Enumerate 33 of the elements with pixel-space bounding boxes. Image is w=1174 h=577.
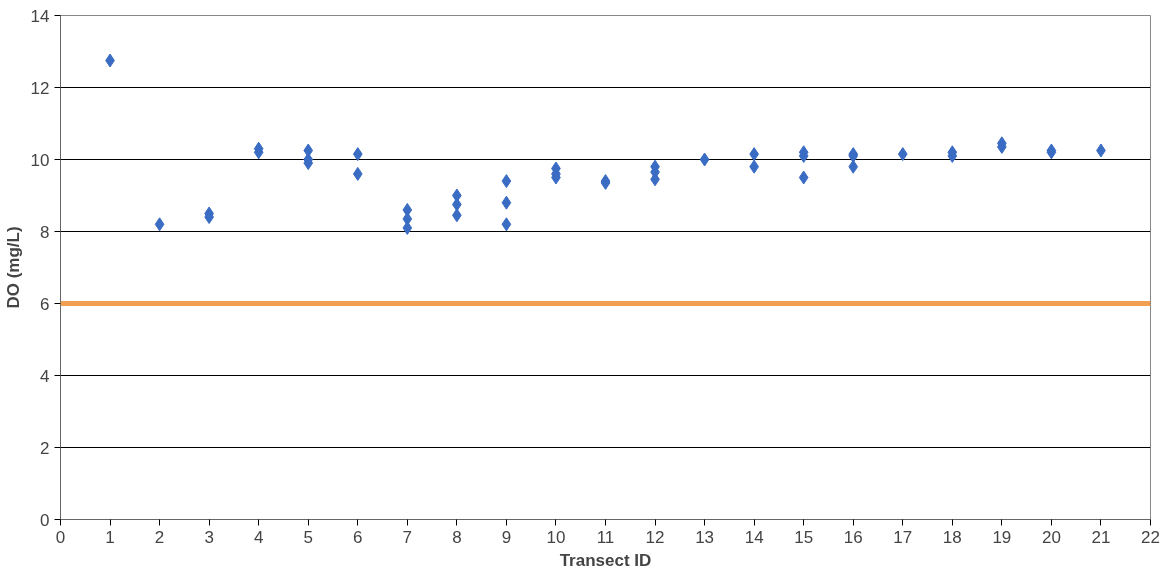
x-tick-label: 17 <box>893 527 913 547</box>
x-tick-label: 19 <box>992 527 1012 547</box>
x-tick-label: 10 <box>546 527 566 547</box>
y-tick-label: 8 <box>40 222 50 242</box>
x-tick-label: 14 <box>744 527 764 547</box>
y-tick-label: 2 <box>40 438 50 458</box>
y-tick-label: 12 <box>30 78 50 98</box>
y-tick-label: 4 <box>40 366 50 386</box>
x-tick-label: 3 <box>204 527 214 547</box>
y-tick-label: 0 <box>40 510 50 530</box>
x-tick-label: 8 <box>452 527 462 547</box>
x-tick-label: 2 <box>154 527 165 547</box>
y-axis-title: DO (mg/L) <box>3 226 23 309</box>
x-tick-label: 5 <box>303 527 313 547</box>
x-tick-label: 0 <box>55 527 66 547</box>
x-tick-label: 18 <box>942 527 962 547</box>
x-tick-label: 9 <box>501 527 512 547</box>
y-tick-label: 14 <box>30 6 50 26</box>
x-tick-label: 1 <box>105 527 115 547</box>
x-tick-label: 15 <box>794 527 814 547</box>
x-tick-label: 11 <box>596 527 615 547</box>
x-tick-label: 6 <box>353 527 363 547</box>
x-tick-label: 21 <box>1091 527 1111 547</box>
x-axis-title: Transect ID <box>559 550 652 570</box>
x-tick-label: 4 <box>253 527 264 547</box>
x-tick-label: 16 <box>843 527 863 547</box>
x-tick-label: 13 <box>695 527 715 547</box>
x-tick-label: 22 <box>1141 527 1160 547</box>
x-tick-label: 12 <box>645 527 665 547</box>
x-tick-label: 7 <box>402 527 413 547</box>
y-tick-label: 10 <box>30 150 50 170</box>
x-tick-label: 20 <box>1041 527 1061 547</box>
y-tick-label: 6 <box>40 294 50 314</box>
